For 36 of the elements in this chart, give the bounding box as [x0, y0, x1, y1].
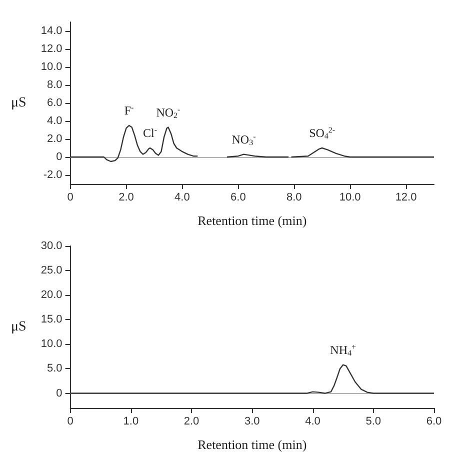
- x-tick-label: 0: [67, 192, 74, 204]
- x-axis-title: Retention time (min): [198, 213, 307, 228]
- x-tick-label: 6.0: [426, 416, 442, 428]
- y-tick-label: 0: [56, 387, 62, 400]
- y-tick-label: 4.0: [46, 115, 62, 127]
- x-tick-label: 10.0: [339, 192, 361, 204]
- x-axis-title: Retention time (min): [198, 437, 307, 452]
- y-tick-label: 5.0: [46, 362, 62, 375]
- y-tick-label: 15.0: [40, 314, 62, 326]
- annotation: Cl-: [143, 126, 158, 140]
- x-tick-label: 1.0: [123, 416, 139, 428]
- x-tick-label: 4.0: [305, 416, 320, 428]
- x-tick-label: 8.0: [286, 192, 302, 204]
- y-tick-label: 25.0: [40, 264, 62, 277]
- x-tick-label: 5.0: [366, 416, 382, 428]
- y-tick-label: 30.0: [40, 240, 62, 252]
- y-tick-label: 2.0: [46, 133, 62, 145]
- y-axis-title: μS: [10, 320, 26, 334]
- y-tick-label: 8.0: [46, 79, 62, 91]
- x-tick-label: 0: [67, 416, 74, 428]
- y-tick-label: -2.0: [43, 169, 62, 181]
- y-tick-label: 20.0: [40, 289, 62, 302]
- y-axis-title: μS: [10, 96, 26, 110]
- x-tick-label: 2.0: [184, 416, 200, 428]
- y-tick-label: 10.0: [40, 61, 62, 73]
- y-tick-label: 14.0: [40, 25, 62, 37]
- x-tick-label: 3.0: [244, 416, 260, 428]
- y-tick-label: 10.0: [40, 338, 62, 350]
- x-tick-label: 6.0: [230, 192, 246, 204]
- y-tick-label: 12.0: [40, 43, 62, 55]
- x-tick-label: 2.0: [118, 192, 134, 204]
- y-tick-label: 0: [56, 151, 62, 163]
- annotation: F-: [124, 103, 134, 118]
- x-tick-label: 12.0: [395, 192, 417, 204]
- y-tick-label: 6.0: [46, 97, 62, 109]
- x-tick-label: 4.0: [174, 192, 190, 204]
